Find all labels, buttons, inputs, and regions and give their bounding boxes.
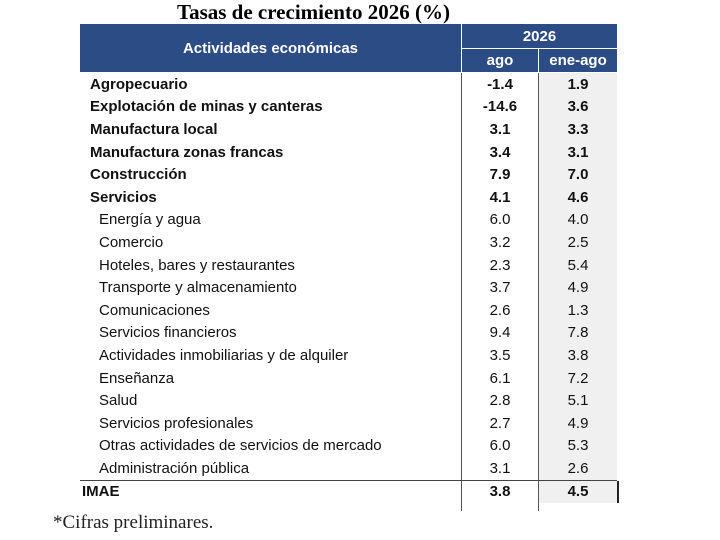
row-value-ene-ago: 5.4 [539,253,617,277]
table-row: Agropecuario -1.4 1.9 [80,73,617,96]
header-ago: ago [462,49,538,72]
row-label: Servicios financieros [99,324,237,342]
row-value-ene-ago: 5.1 [539,389,617,412]
row-value-ene-ago: 4.5 [539,480,619,504]
row-value-ago: 3.4 [489,143,511,161]
table-row: Servicios profesionales 2.7 4.9 [80,411,617,435]
row-label: Enseñanza [99,369,175,387]
row-label: Explotación de minas y canteras [90,98,323,116]
row-value-ene-ago: 1.3 [539,298,617,322]
table-row: Explotación de minas y canteras -14.6 3.6 [80,95,617,119]
row-value-ago: -14.6 [482,98,518,116]
row-value-ene-ago: 5.3 [539,434,617,458]
row-value-ago: 2.7 [489,414,511,432]
table-body: Agropecuario -1.4 1.9 Explotación de minas … [80,73,619,504]
table-row: Servicios 4.1 4.6 [80,185,617,209]
table-row: Construcción 7.9 7.0 [80,163,617,186]
row-value-ene-ago: 7.8 [539,321,617,345]
row-label: Servicios [90,188,157,206]
row-value-ene-ago: 4.6 [539,185,617,209]
row-value-ene-ago: 3.3 [539,118,617,141]
row-value-ene-ago: 4.0 [539,208,617,232]
row-label: Manufactura zonas francas [90,143,284,161]
table-title-text: Tasas de crecimiento 2026 (%) [177,0,450,24]
column-divider-1 [461,73,462,511]
table-row: Manufactura zonas francas 3.4 3.1 [80,140,617,164]
row-value-ago: 2.3 [489,256,511,274]
row-label: Comercio [99,233,164,251]
row-label: Energía y agua [99,211,201,229]
table-row: Actividades inmobiliarias y de alquiler 3… [80,344,617,367]
table-row: Comercio 3.2 2.5 [80,231,617,254]
table-row: Manufactura local 3.1 3.3 [80,118,617,141]
row-value-ago: 2.8 [489,392,511,410]
footnote: *Cifras preliminares. [53,512,214,533]
table-row: Administración pública 3.1 2.6 [80,457,617,480]
row-value-ene-ago: 3.6 [539,95,617,119]
table-row: Hoteles, bares y restaurantes 2.3 5.4 [80,253,617,277]
header-activities: Actividades económicas [80,24,461,72]
table-row: IMAE 3.8 4.5 [80,479,619,504]
row-label: Transporte y almacenamiento [99,279,297,297]
column-divider-2 [538,73,539,511]
row-label: Comunicaciones [99,301,210,319]
row-value-ago: -1.4 [487,75,513,93]
row-label: Actividades inmobiliarias y de alquiler [99,346,349,364]
row-value-ago: 3.5 [489,346,511,364]
table-row: Transporte y almacenamiento 3.7 4.9 [80,276,617,299]
row-value-ene-ago: 7.2 [539,366,617,390]
row-value-ene-ago: 1.9 [539,73,617,96]
row-value-ago: 3.1 [489,120,511,138]
row-value-ene-ago: 3.8 [539,344,617,367]
row-value-ago: 3.2 [489,233,511,251]
table-row: Comunicaciones 2.6 1.3 [80,298,617,322]
row-value-ago: 6.0 [489,437,511,455]
row-value-ago: 3.7 [489,279,511,297]
row-value-ago: 3.8 [489,483,511,501]
row-value-ago: 6.1 [489,369,511,387]
table-row: Otras actividades de servicios de mercad… [80,434,617,458]
row-label: Agropecuario [90,75,188,93]
row-label: IMAE [82,483,120,501]
row-label: Construcción [90,166,187,184]
row-value-ene-ago: 3.1 [539,140,617,164]
table-row: Servicios financieros 9.4 7.8 [80,321,617,345]
row-label: Salud [99,392,138,410]
header-ene-ago: ene-ago [539,49,617,72]
row-value-ene-ago: 2.6 [539,457,617,480]
row-label: Administración pública [99,459,250,477]
row-value-ago: 9.4 [489,324,511,342]
header-year: 2026 [462,24,617,48]
table-row: Enseñanza 6.1 7.2 [80,366,617,390]
row-value-ene-ago: 2.5 [539,231,617,254]
row-label: Hoteles, bares y restaurantes [99,256,295,274]
row-value-ago: 4.1 [489,188,511,206]
row-value-ago: 7.9 [489,166,511,184]
table-row: Energía y agua 6.0 4.0 [80,208,617,232]
table-title: Tasas de crecimiento 2026 (%) [0,0,720,24]
row-value-ene-ago: 7.0 [539,163,617,186]
row-value-ago: 2.6 [489,301,511,319]
row-label: Otras actividades de servicios de mercad… [99,437,382,455]
row-value-ago: 6.0 [489,211,511,229]
row-value-ene-ago: 4.9 [539,411,617,435]
row-value-ene-ago: 4.9 [539,276,617,299]
row-label: Servicios profesionales [99,414,254,432]
row-label: Manufactura local [90,120,218,138]
table-row: Salud 2.8 5.1 [80,389,617,412]
row-value-ago: 3.1 [489,459,511,477]
